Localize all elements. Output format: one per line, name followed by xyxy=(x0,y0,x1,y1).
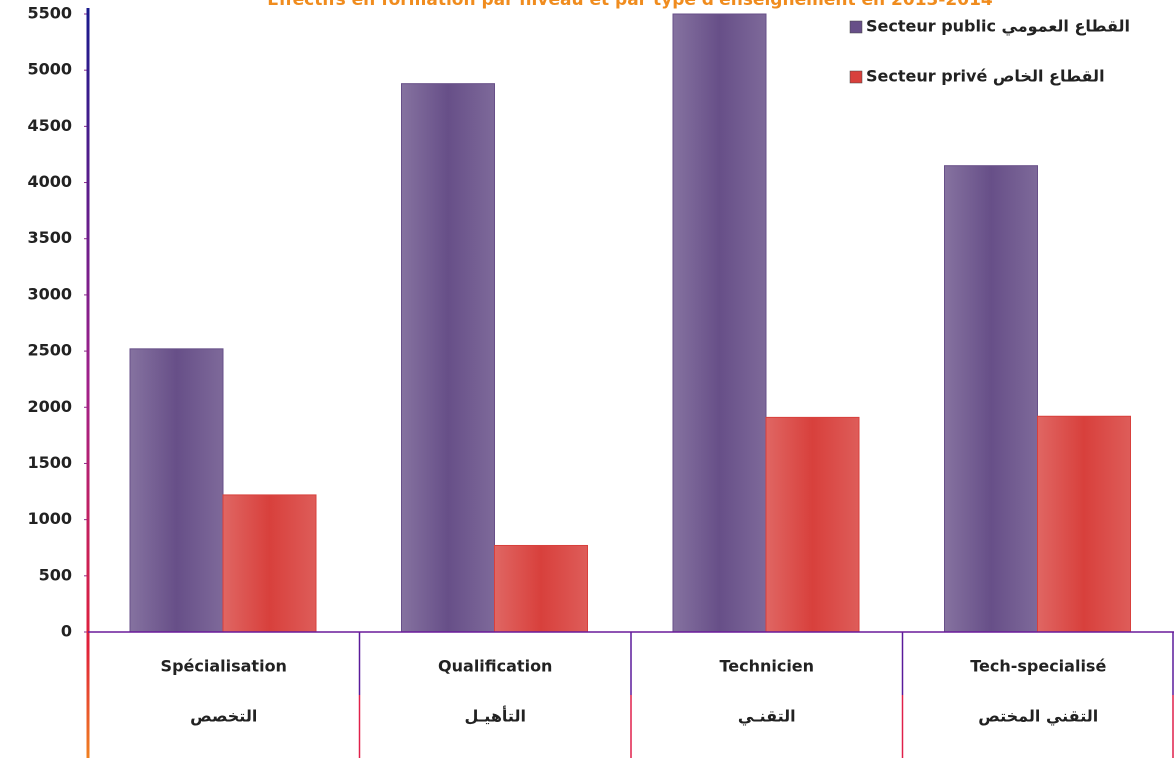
bar xyxy=(129,348,224,633)
x-tick-label: Tech-specialisé xyxy=(970,657,1106,676)
y-tick-label: 4000 xyxy=(27,172,72,191)
y-tick-label: 5000 xyxy=(27,60,72,79)
chart-title: Effectifs en formation par niveau et par… xyxy=(267,0,993,10)
x-tick-label-ar: التقني المختص xyxy=(978,707,1098,727)
bar xyxy=(944,165,1038,633)
bar xyxy=(1037,415,1131,633)
bar xyxy=(401,83,495,633)
y-tick-label: 3000 xyxy=(27,284,72,303)
x-tick-label: Spécialisation xyxy=(161,657,287,676)
y-tick-label: 1000 xyxy=(27,509,72,528)
x-tick-label: Qualification xyxy=(438,657,552,676)
y-axis xyxy=(86,8,90,758)
y-tick-label: 1500 xyxy=(27,453,72,472)
y-tick-label: 0 xyxy=(61,622,72,641)
y-tick-label: 4500 xyxy=(27,116,72,135)
bar xyxy=(494,544,588,633)
x-tick-label: Technicien xyxy=(719,657,814,676)
bar xyxy=(765,416,860,633)
y-tick-label: 5500 xyxy=(27,4,72,23)
y-tick-label: 500 xyxy=(39,565,72,584)
legend-swatch xyxy=(849,20,863,34)
y-tick-label: 2000 xyxy=(27,397,72,416)
legend-swatch xyxy=(849,70,863,84)
x-tick-label-ar: التقنـي xyxy=(738,707,796,727)
legend-label: Secteur public القطاع العمومي xyxy=(866,17,1130,37)
x-tick-label-ar: التخصص xyxy=(190,707,257,726)
legend-label: Secteur privé القطاع الخاص xyxy=(866,67,1105,86)
y-tick-label: 3500 xyxy=(27,228,72,247)
x-tick-label-ar: التأهيـل xyxy=(465,706,526,726)
bar xyxy=(672,13,767,633)
bar xyxy=(222,494,317,633)
y-tick-label: 2500 xyxy=(27,341,72,360)
